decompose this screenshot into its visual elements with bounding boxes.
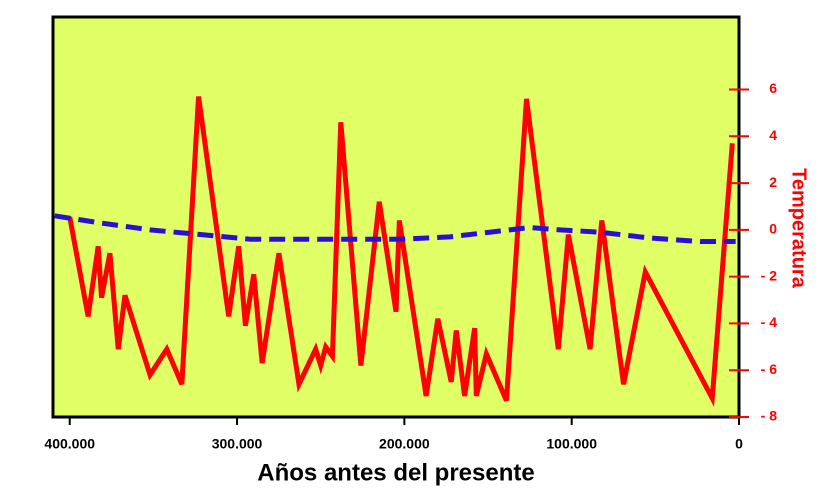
x-tick-label: 200.000 [379,436,430,452]
x-tick-label: 100.000 [546,436,597,452]
plot-area [53,17,739,417]
marks [54,96,736,408]
y-tick-label: - 6 [761,361,778,377]
y-tick-label: - 4 [761,314,778,330]
x-tick-label: 0 [735,436,743,452]
y-tick-label: 0 [769,221,777,237]
y-tick-label: 4 [769,127,777,143]
x-tick-label: 300.000 [212,436,263,452]
plot-border [51,15,741,419]
y-tick-label: - 2 [761,267,778,283]
y-axis-label: Temperatura [788,168,810,289]
x-tick-label: 400.000 [44,436,95,452]
y-tick-label: - 8 [761,408,778,424]
data-line [54,213,736,245]
data-line [67,96,735,408]
y-tick-label: 2 [769,174,777,190]
x-axis-label: Años antes del presente [257,459,534,486]
y-tick-label: 6 [769,80,777,96]
